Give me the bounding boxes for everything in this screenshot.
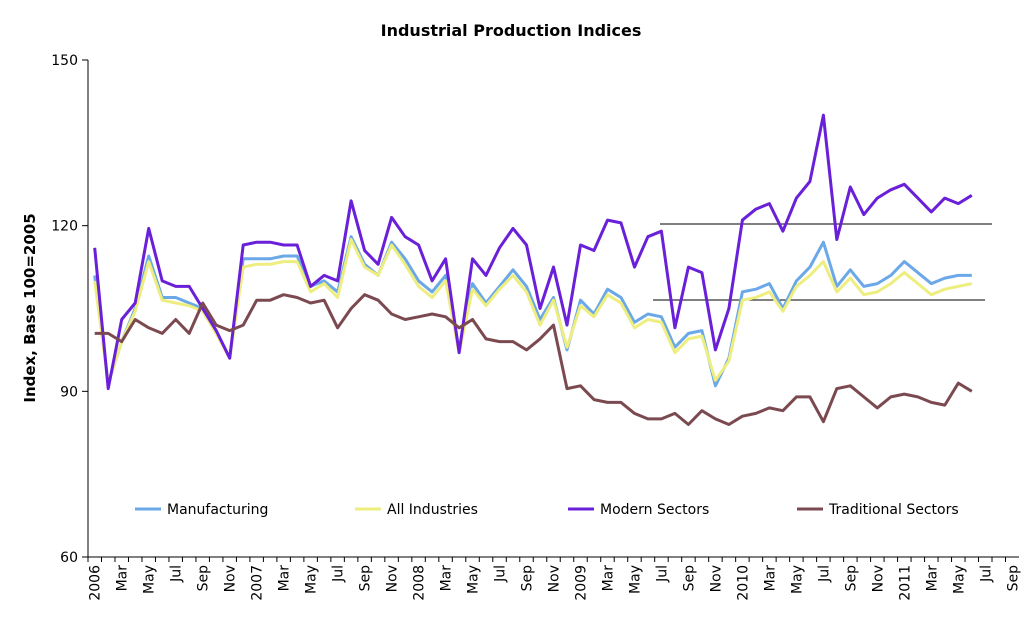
x-tick-label: 2011	[897, 565, 913, 601]
series-line	[93, 238, 973, 385]
legend-label: Manufacturing	[167, 502, 268, 518]
y-tick-label: 60	[60, 550, 78, 566]
x-tick-label: Nov	[708, 565, 724, 592]
x-tick-label: Jul	[816, 565, 832, 583]
x-tick-label: Sep	[681, 565, 697, 592]
x-tick-label: Nov	[547, 565, 563, 592]
x-tick-label: May	[627, 565, 643, 594]
x-tick-label: May	[951, 565, 967, 594]
x-tick-label: 2009	[573, 565, 589, 601]
x-tick-label: 2007	[250, 565, 266, 601]
chart-title: Industrial Production Indices	[381, 21, 642, 40]
x-tick-label: Jul	[169, 565, 185, 583]
x-tick-label: Sep	[520, 565, 536, 592]
x-tick-label: Jul	[331, 565, 347, 583]
y-tick-label: 120	[51, 219, 78, 235]
x-tick-label: Nov	[870, 565, 886, 592]
x-tick-label: Mar	[600, 565, 616, 592]
x-tick-label: Mar	[924, 565, 940, 592]
x-tick-label: Mar	[115, 565, 131, 592]
x-tick-label: Jul	[654, 565, 670, 583]
x-tick-label: Jul	[978, 565, 994, 583]
y-tick-label: 150	[51, 53, 78, 69]
x-tick-label: Sep	[1005, 565, 1021, 592]
x-tick-label: May	[466, 565, 482, 594]
x-tick-label: May	[304, 565, 320, 594]
legend-label: Traditional Sectors	[828, 502, 959, 518]
x-tick-label: Mar	[762, 565, 778, 592]
x-tick-label: May	[142, 565, 158, 594]
y-axis-label: Index, Base 100=2005	[21, 213, 39, 402]
series-line	[93, 113, 973, 391]
x-tick-label: 2010	[735, 565, 751, 601]
series-line	[94, 293, 973, 426]
x-tick-label: Mar	[277, 565, 293, 592]
x-tick-label: 2008	[412, 565, 428, 601]
legend-label: All Industries	[387, 502, 478, 518]
x-tick-label: Sep	[358, 565, 374, 592]
x-tick-label: 2006	[88, 565, 104, 601]
x-tick-label: Nov	[385, 565, 401, 592]
x-tick-label: Sep	[843, 565, 859, 592]
x-tick-label: Jul	[493, 565, 509, 583]
y-tick-label: 90	[60, 384, 78, 400]
x-tick-label: Nov	[223, 565, 239, 592]
x-tick-label: Mar	[439, 565, 455, 592]
x-tick-label: May	[789, 565, 805, 594]
legend-label: Modern Sectors	[600, 502, 709, 518]
x-tick-label: Sep	[196, 565, 212, 592]
